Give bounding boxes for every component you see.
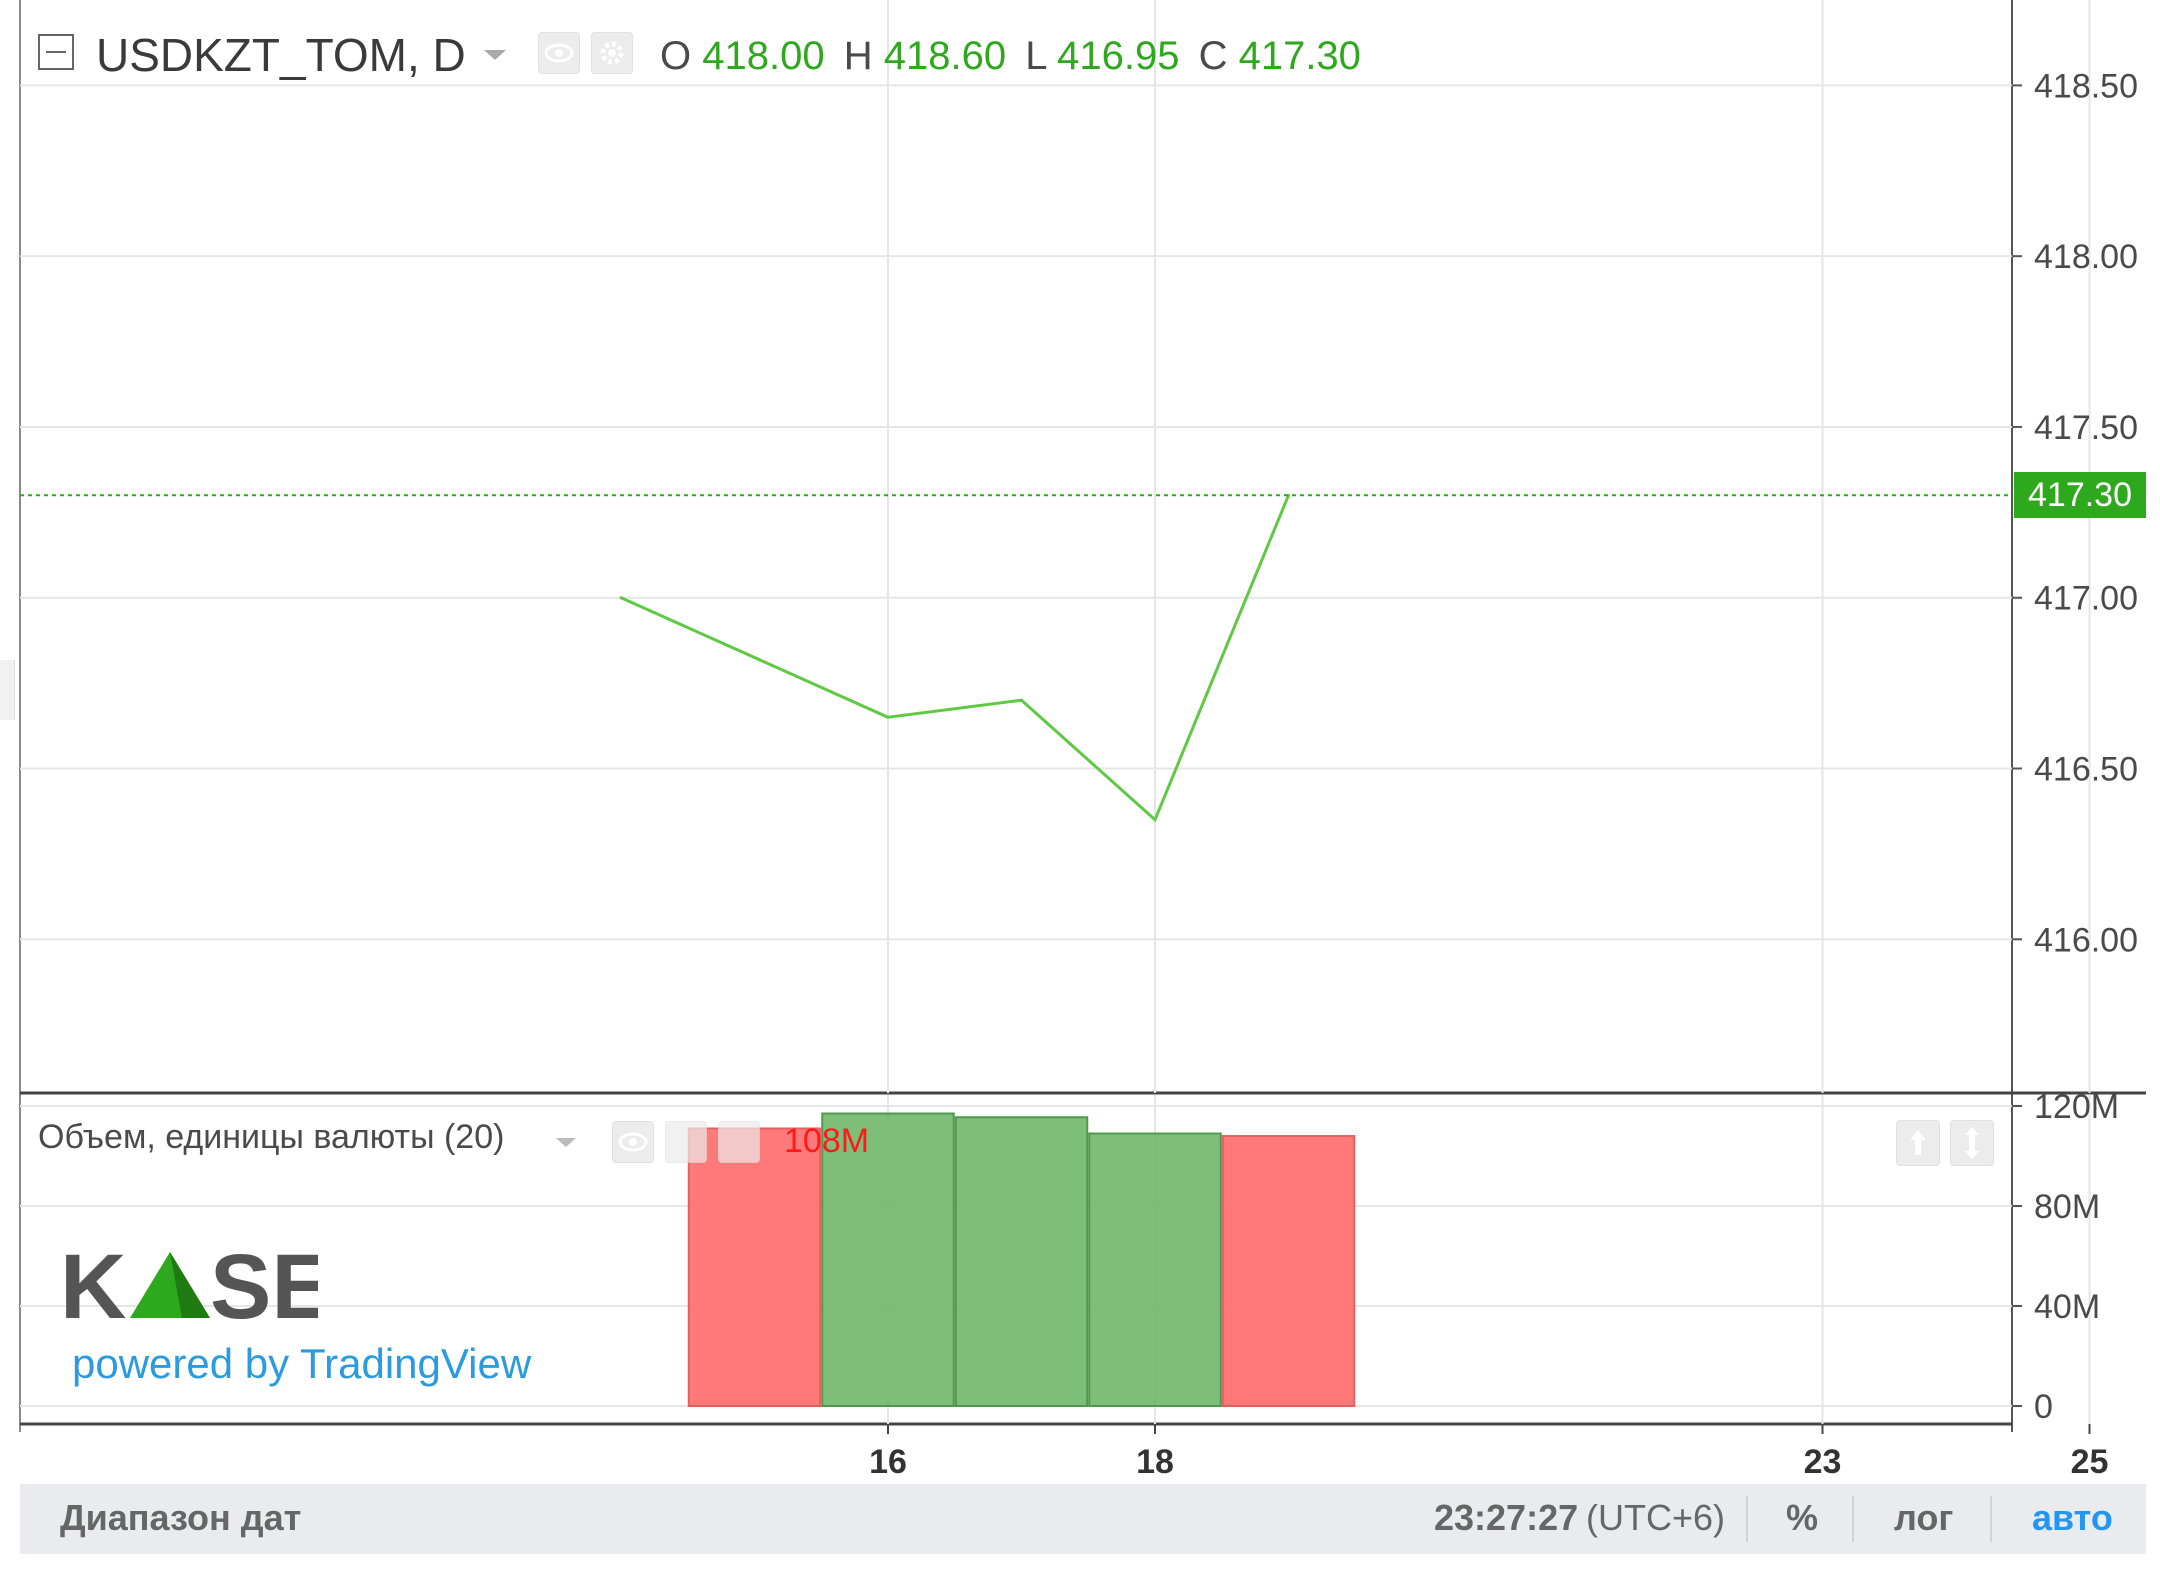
symbol-title[interactable]: USDKZT_TOM, D xyxy=(96,29,466,81)
low-label: L xyxy=(1025,34,1046,78)
price-axis-label: 417.00 xyxy=(2034,580,2138,618)
price-axis-label: 418.50 xyxy=(2034,67,2138,105)
open-label: O xyxy=(660,34,692,78)
price-axis-label: 418.00 xyxy=(2034,238,2138,276)
price-point xyxy=(619,596,623,600)
powered-by-link[interactable]: powered by TradingView xyxy=(72,1340,532,1387)
clock-time: 23:27:27 xyxy=(1434,1497,1579,1538)
axes: 16 18 23 25 418.50 418.00 417.50 417.00 416.50 41… xyxy=(869,67,2138,1481)
close-value: 417.30 xyxy=(1238,34,1361,78)
time-axis-label: 23 xyxy=(1804,1443,1842,1481)
svg-text:K: K xyxy=(60,1240,126,1330)
gear-icon[interactable] xyxy=(591,32,633,74)
price-line xyxy=(620,494,1290,823)
price-axis-label: 416.00 xyxy=(2034,921,2138,959)
volume-bar xyxy=(954,1116,1089,1407)
high-value: 418.60 xyxy=(883,34,1007,78)
chevron-down-icon[interactable] xyxy=(484,50,506,60)
footer-bar xyxy=(20,1484,2146,1554)
footer-divider xyxy=(1746,1496,1748,1542)
svg-text:SE: SE xyxy=(210,1240,318,1330)
date-range-button[interactable]: Диапазон дат xyxy=(60,1497,302,1538)
time-axis-label: 25 xyxy=(2071,1443,2109,1481)
volume-axis-label: 80M xyxy=(2034,1188,2100,1226)
move-up-icon[interactable] xyxy=(1896,1120,1940,1166)
high-label: H xyxy=(843,34,873,78)
volume-title[interactable]: Объем, единицы валюты (20) xyxy=(38,1118,505,1156)
price-series xyxy=(20,493,2012,823)
time-axis-label: 18 xyxy=(1136,1443,1174,1481)
volume-bar xyxy=(687,1127,822,1407)
ohlc-legend: O 418.00 H 418.60 L 416.95 C 417.30 xyxy=(660,34,1361,79)
close-label: C xyxy=(1198,34,1228,78)
open-value: 418.00 xyxy=(702,34,825,78)
price-point xyxy=(886,715,890,719)
price-point xyxy=(1153,818,1157,822)
footer-divider xyxy=(1990,1496,1992,1542)
volume-bar xyxy=(1221,1135,1356,1407)
kase-logo[interactable]: K SE xyxy=(58,1236,333,1338)
volume-axis-label: 0 xyxy=(2034,1388,2053,1426)
volume-bar xyxy=(1088,1132,1222,1407)
last-price-value: 417.30 xyxy=(2028,476,2132,515)
footer-divider xyxy=(1852,1496,1854,1542)
volume-gear-icon[interactable] xyxy=(665,1121,707,1163)
volume-eye-icon[interactable] xyxy=(612,1121,654,1163)
price-point xyxy=(1020,698,1023,702)
low-value: 416.95 xyxy=(1057,34,1180,78)
volume-axis-label: 120M xyxy=(2034,1088,2119,1126)
auto-scale-button[interactable]: авто xyxy=(2032,1497,2113,1538)
volume-axis-label: 40M xyxy=(2034,1288,2100,1326)
volume-bars xyxy=(687,1112,1356,1407)
volume-chevron-down-icon[interactable] xyxy=(556,1138,576,1147)
percent-scale-button[interactable]: % xyxy=(1786,1497,1819,1538)
price-axis-label: 416.50 xyxy=(2034,751,2138,789)
time-axis-label: 16 xyxy=(869,1443,907,1481)
last-price-badge: 417.30 xyxy=(2014,472,2146,519)
kase-logo-mark: K SE xyxy=(60,1236,333,1338)
collapse-icon[interactable] xyxy=(38,34,74,70)
volume-close-icon[interactable] xyxy=(718,1121,760,1163)
price-axis-label: 417.50 xyxy=(2034,409,2138,447)
maximize-pane-icon[interactable] xyxy=(1950,1120,1994,1166)
volume-bar xyxy=(821,1112,955,1407)
volume-last-value: 108M xyxy=(784,1122,870,1160)
clock-timezone[interactable]: (UTC+6) xyxy=(1586,1497,1726,1538)
side-panel-handle[interactable] xyxy=(0,660,15,720)
log-scale-button[interactable]: лог xyxy=(1894,1497,1954,1538)
eye-icon[interactable] xyxy=(538,32,580,74)
